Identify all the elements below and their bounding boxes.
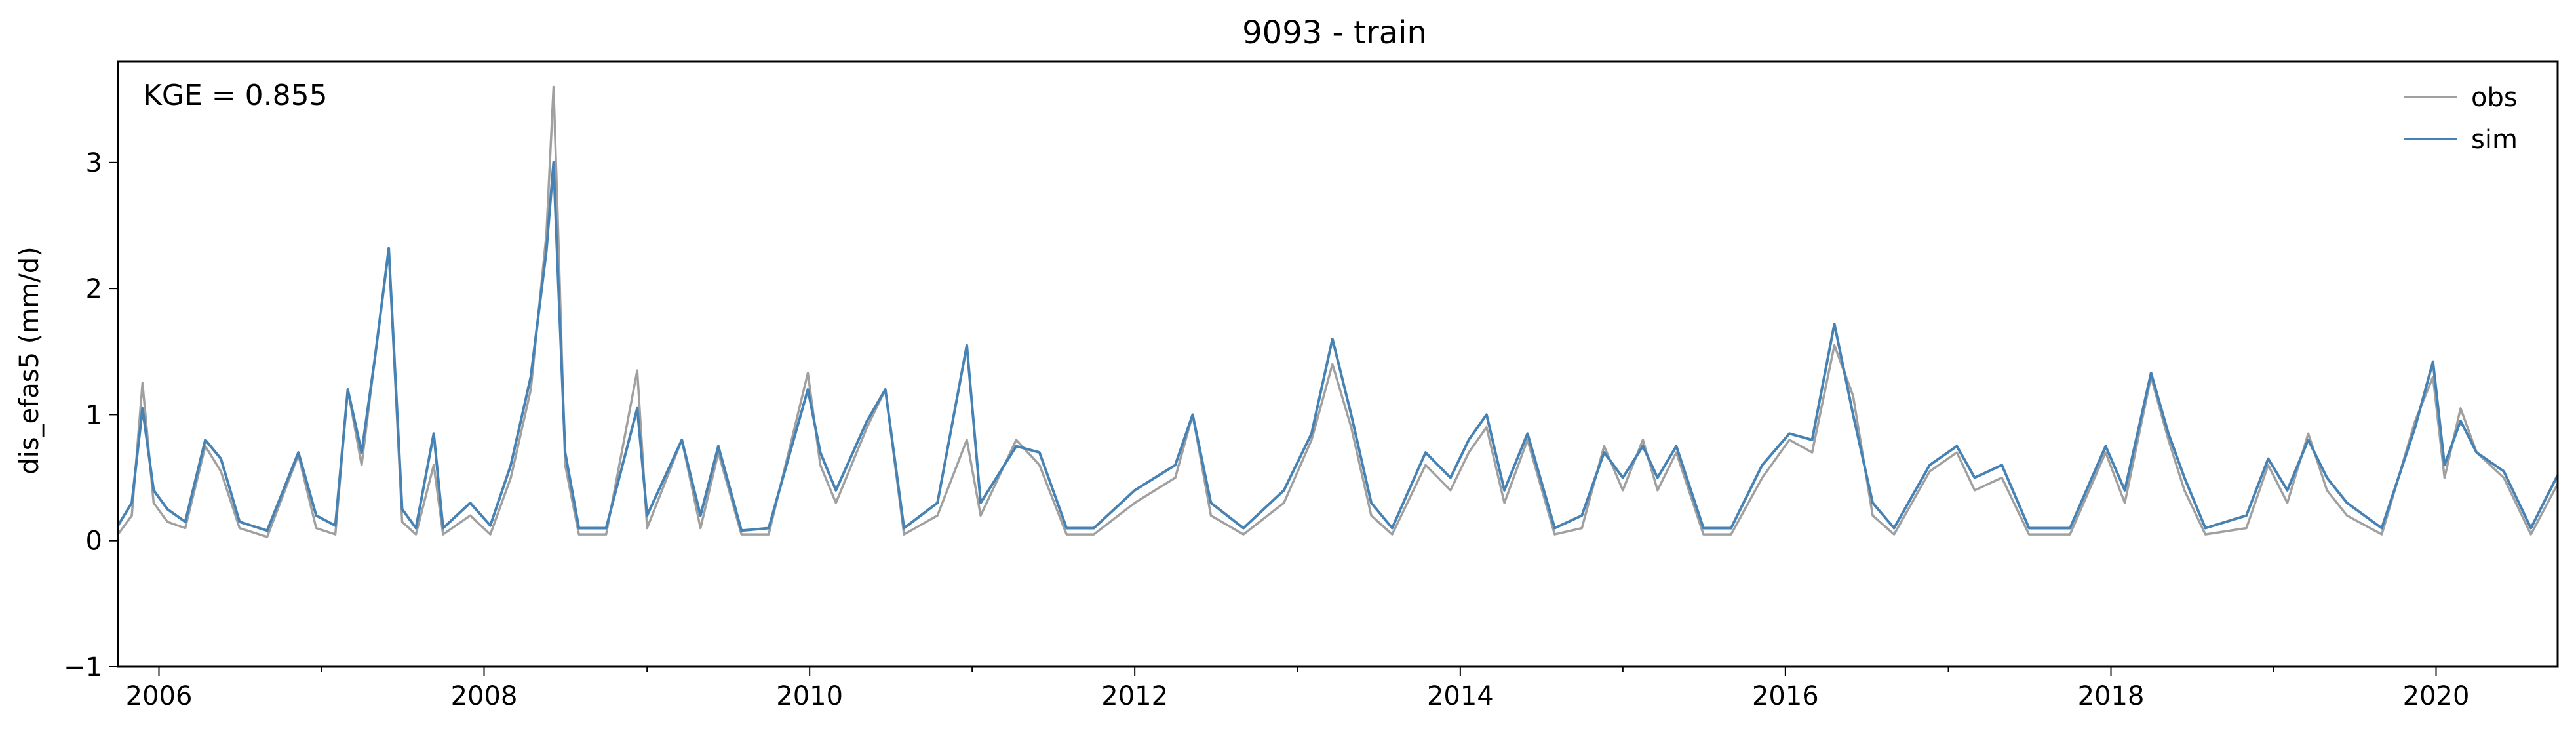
x-tick-label: 2016 (1752, 681, 1819, 711)
x-tick-label: 2018 (2078, 681, 2145, 711)
kge-annotation: KGE = 0.855 (143, 79, 328, 112)
x-tick-label: 2014 (1427, 681, 1494, 711)
y-tick-label: 2 (86, 274, 102, 304)
series-line-sim (117, 161, 2559, 532)
series-line-obs (117, 85, 2559, 538)
x-tick-label: 2020 (2403, 681, 2470, 711)
y-axis-ticks: −1 0 1 2 3 (64, 148, 118, 683)
y-axis-title: dis_efas5 (mm/d) (14, 247, 45, 475)
plot-frame (117, 60, 2559, 668)
y-tick-label: 3 (86, 148, 102, 178)
x-axis-ticks: 2006 2008 2010 2012 2014 2016 2018 2020 (126, 667, 2470, 711)
plot-series (117, 85, 2559, 538)
y-tick-label: −1 (64, 652, 102, 683)
y-tick-label: 0 (86, 526, 102, 557)
y-tick-label: 1 (86, 400, 102, 430)
legend-label-obs: obs (2471, 83, 2518, 113)
x-tick-label: 2010 (776, 681, 843, 711)
x-tick-label: 2006 (126, 681, 193, 711)
legend: obs sim (2404, 83, 2518, 155)
x-tick-label: 2012 (1101, 681, 1168, 711)
legend-label-sim: sim (2471, 125, 2518, 155)
chart-title: 9093 - train (1242, 14, 1427, 51)
x-tick-label: 2008 (451, 681, 518, 711)
